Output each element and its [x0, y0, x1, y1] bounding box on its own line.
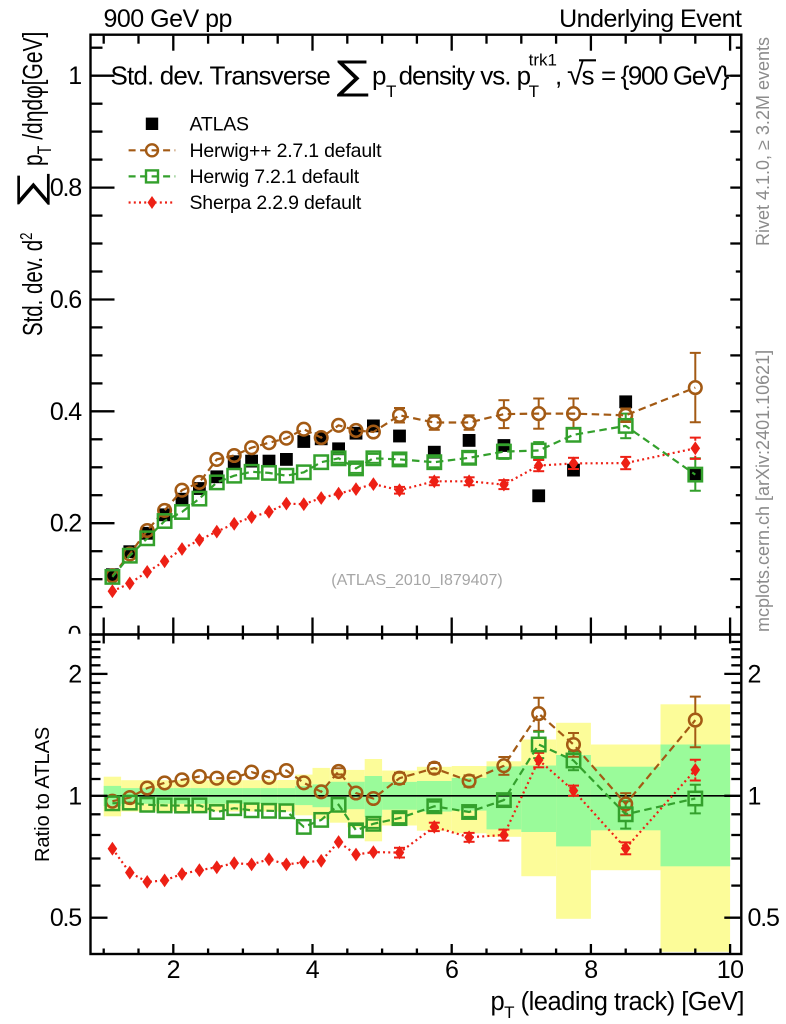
- svg-text:10: 10: [717, 956, 744, 984]
- svg-text:density vs. p: density vs. p: [399, 61, 531, 91]
- svg-text:0.4: 0.4: [50, 398, 82, 426]
- svg-text:0.6: 0.6: [50, 286, 81, 314]
- svg-text:900 GeV pp: 900 GeV pp: [104, 5, 232, 33]
- svg-text:2: 2: [167, 956, 180, 984]
- svg-text:mcplots.cern.ch [arXiv:2401.10: mcplots.cern.ch [arXiv:2401.10621]: [753, 350, 773, 632]
- svg-text:trk1: trk1: [529, 51, 557, 70]
- svg-text:Rivet 4.1.0, ≥ 3.2M events: Rivet 4.1.0, ≥ 3.2M events: [753, 37, 773, 246]
- svg-text:(ATLAS_2010_I879407): (ATLAS_2010_I879407): [331, 572, 502, 589]
- svg-text:8: 8: [584, 956, 597, 984]
- svg-text:0.8: 0.8: [50, 174, 81, 202]
- svg-text:∑: ∑: [333, 53, 372, 97]
- svg-text:p: p: [372, 61, 386, 91]
- svg-text:,: ,: [555, 61, 562, 91]
- svg-text:Herwig++ 2.7.1 default: Herwig++ 2.7.1 default: [190, 140, 383, 162]
- svg-text:T: T: [386, 82, 396, 101]
- svg-text:0.2: 0.2: [50, 510, 81, 538]
- svg-text:1: 1: [68, 782, 81, 810]
- svg-text:= {900 GeV}: = {900 GeV}: [601, 61, 730, 91]
- svg-text:1: 1: [748, 782, 761, 810]
- svg-text:ATLAS: ATLAS: [190, 113, 250, 135]
- svg-text:1: 1: [68, 62, 81, 90]
- svg-text:Ratio to ATLAS: Ratio to ATLAS: [32, 727, 54, 862]
- svg-text:Herwig 7.2.1 default: Herwig 7.2.1 default: [190, 166, 360, 188]
- svg-text:Underlying Event: Underlying Event: [559, 5, 742, 33]
- svg-text:T: T: [529, 82, 539, 101]
- svg-text:6: 6: [445, 956, 458, 984]
- svg-text:0: 0: [68, 622, 81, 650]
- svg-text:0.5: 0.5: [50, 904, 81, 932]
- svg-text:4: 4: [306, 956, 320, 984]
- svg-text:√: √: [567, 58, 584, 92]
- svg-text:0.5: 0.5: [748, 904, 779, 932]
- svg-text:s: s: [582, 61, 595, 91]
- svg-text:∑: ∑: [9, 170, 50, 209]
- svg-text:Sherpa 2.2.9 default: Sherpa 2.2.9 default: [190, 192, 362, 214]
- svg-text:Std. dev. d2: Std. dev. d2: [17, 233, 49, 336]
- svg-text:2: 2: [68, 660, 81, 688]
- svg-text:2: 2: [748, 660, 761, 688]
- svg-text:Std. dev. Transverse: Std. dev. Transverse: [111, 61, 331, 91]
